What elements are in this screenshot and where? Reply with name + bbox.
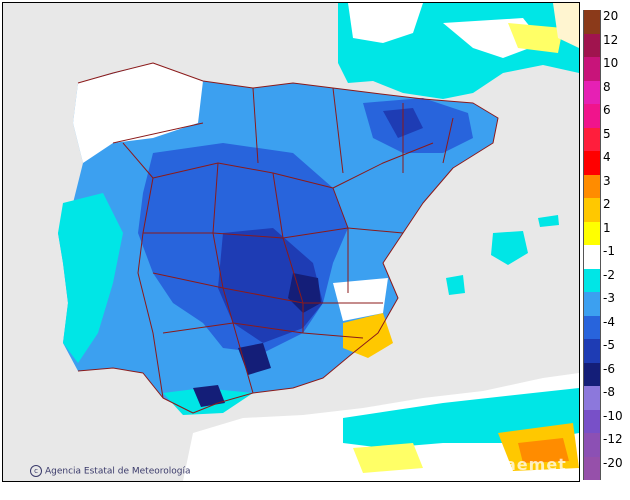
legend-swatch <box>583 57 601 81</box>
legend-swatch <box>583 151 601 175</box>
italy-corner <box>553 3 579 48</box>
legend-swatch <box>583 339 601 363</box>
legend-label: -2 <box>603 267 615 282</box>
legend-swatch <box>583 268 601 292</box>
legend-label: -5 <box>603 338 615 352</box>
legend-swatch <box>583 33 601 57</box>
credit-text: c Agencia Estatal de Meteorología <box>30 465 191 477</box>
iberia-southeast-white <box>333 278 388 321</box>
mallorca <box>491 231 528 265</box>
france-white-patch <box>348 3 423 43</box>
legend-swatch <box>583 292 601 316</box>
legend-label: 3 <box>603 173 611 188</box>
legend-swatch <box>583 362 601 386</box>
africa-red-hotspot <box>518 438 569 463</box>
legend-label: -20 <box>603 455 623 470</box>
legend-swatch <box>583 315 601 339</box>
legend-swatch <box>583 198 601 222</box>
africa-yellow <box>353 443 423 473</box>
iberia-south-darkspot <box>193 385 225 407</box>
legend-label: -12 <box>603 432 623 446</box>
legend-swatch <box>583 10 601 34</box>
legend-label: 4 <box>603 150 611 164</box>
legend-swatch <box>583 245 601 269</box>
legend-label: 1 <box>603 220 611 235</box>
iberia-darker-core <box>218 228 323 343</box>
ibiza <box>446 275 465 295</box>
legend-label: 5 <box>603 126 611 141</box>
legend-label: 12 <box>603 32 619 47</box>
map-canvas <box>58 3 579 481</box>
legend-swatch <box>583 456 601 480</box>
legend-label: -6 <box>603 361 615 376</box>
legend-label: 6 <box>603 103 611 117</box>
copyright-icon: c <box>30 465 42 477</box>
france-yellow-patch <box>508 23 563 53</box>
aemet-logo: aemet <box>505 455 567 474</box>
legend-label: -10 <box>603 408 623 423</box>
legend-label: -1 <box>603 244 615 258</box>
anomaly-map <box>2 2 580 482</box>
legend-label: -3 <box>603 291 615 305</box>
legend-swatch <box>583 386 601 410</box>
legend-label: 10 <box>603 56 619 70</box>
legend-swatch <box>583 127 601 151</box>
credit-label: Agencia Estatal de Meteorología <box>45 466 191 477</box>
legend-swatch <box>583 174 601 198</box>
legend-swatch <box>583 221 601 245</box>
legend-label: 20 <box>603 9 619 23</box>
legend-label: 2 <box>603 197 611 211</box>
legend: 20 12 10 8 6 5 4 3 2 1 -1 -2 -3 -4 -5 -6 -8 -10 -12 -20 <box>583 10 627 480</box>
legend-swatch <box>583 80 601 104</box>
legend-swatch <box>583 409 601 433</box>
legend-label: -8 <box>603 385 615 399</box>
menorca <box>538 215 559 227</box>
legend-label: -4 <box>603 314 615 329</box>
legend-label: 8 <box>603 79 611 94</box>
province-borders <box>77 62 499 414</box>
iberia-southeast-yellow <box>343 313 393 358</box>
iberia-white-northwest <box>73 63 203 163</box>
iberia-darkest-spot-2 <box>238 343 271 375</box>
legend-swatch <box>583 433 601 457</box>
iberia-cyan-west <box>58 193 123 363</box>
legend-swatch <box>583 104 601 128</box>
